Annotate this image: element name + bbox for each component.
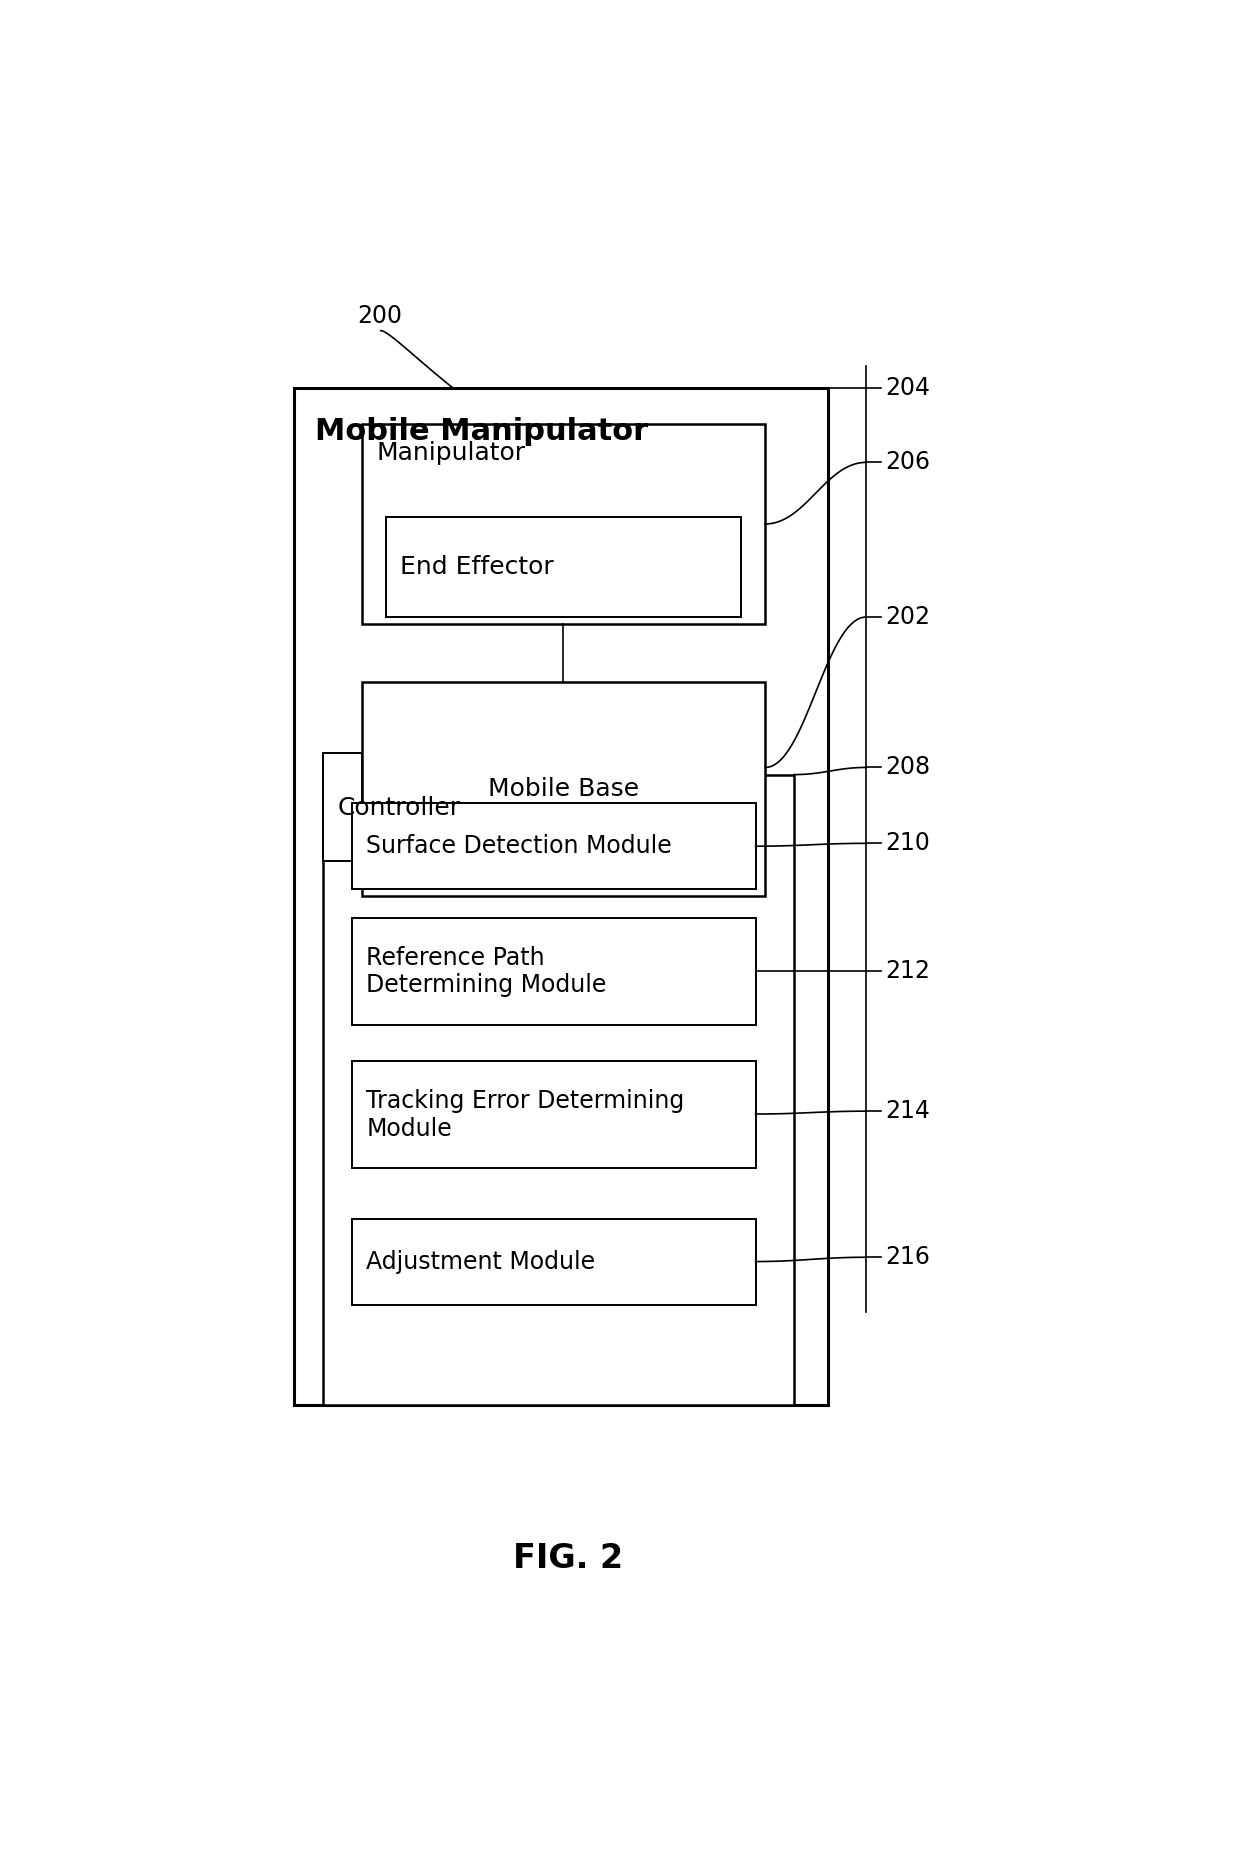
FancyBboxPatch shape bbox=[362, 424, 765, 625]
Text: FIG. 2: FIG. 2 bbox=[513, 1542, 624, 1575]
FancyBboxPatch shape bbox=[386, 517, 742, 618]
Text: Manipulator: Manipulator bbox=[376, 441, 526, 465]
FancyBboxPatch shape bbox=[352, 1060, 755, 1168]
Text: Controller: Controller bbox=[337, 796, 461, 820]
FancyBboxPatch shape bbox=[324, 753, 362, 861]
Text: 200: 200 bbox=[357, 305, 402, 329]
Text: 216: 216 bbox=[885, 1244, 930, 1269]
Text: 206: 206 bbox=[885, 450, 930, 474]
Text: Mobile Base: Mobile Base bbox=[487, 777, 639, 802]
Text: 214: 214 bbox=[885, 1099, 930, 1123]
Text: 202: 202 bbox=[885, 604, 930, 629]
Text: 210: 210 bbox=[885, 831, 930, 856]
FancyBboxPatch shape bbox=[362, 681, 765, 897]
FancyBboxPatch shape bbox=[352, 917, 755, 1025]
FancyBboxPatch shape bbox=[352, 804, 755, 889]
FancyBboxPatch shape bbox=[294, 389, 828, 1404]
Text: 208: 208 bbox=[885, 755, 930, 779]
Text: End Effector: End Effector bbox=[401, 554, 554, 578]
Text: Reference Path
Determining Module: Reference Path Determining Module bbox=[367, 945, 606, 997]
Text: Tracking Error Determining
Module: Tracking Error Determining Module bbox=[367, 1088, 684, 1140]
Text: Adjustment Module: Adjustment Module bbox=[367, 1250, 595, 1274]
Text: 204: 204 bbox=[885, 376, 930, 400]
Text: Mobile Manipulator: Mobile Manipulator bbox=[315, 417, 649, 446]
Text: Surface Detection Module: Surface Detection Module bbox=[367, 833, 672, 857]
Text: 212: 212 bbox=[885, 958, 930, 982]
FancyBboxPatch shape bbox=[352, 1218, 755, 1304]
FancyBboxPatch shape bbox=[324, 774, 794, 1404]
